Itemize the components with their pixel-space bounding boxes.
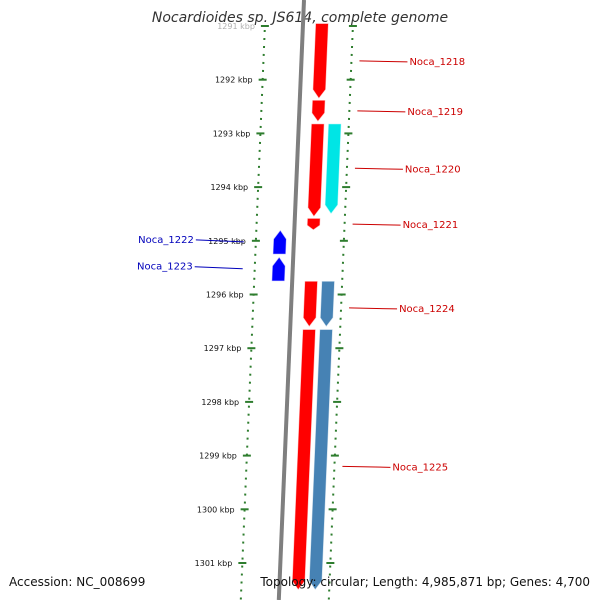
feature-label: Noca_1225 xyxy=(392,462,448,473)
feature-label: Noca_1219 xyxy=(407,107,463,118)
gene-arrow xyxy=(302,280,319,328)
feature-label: Noca_1221 xyxy=(403,220,459,231)
gene-arrow xyxy=(271,256,286,282)
gene-arrow xyxy=(311,99,326,123)
label-leader xyxy=(354,167,403,170)
gene-arrow xyxy=(324,123,342,215)
feature-label: Noca_1218 xyxy=(409,57,465,68)
ruler-tick-label: 1294 kbp xyxy=(210,183,248,192)
feature-label: Noca_1222 xyxy=(138,235,194,246)
ruler-tick-label: 1296 kbp xyxy=(206,291,244,300)
label-leader xyxy=(349,307,398,310)
ruler-tick-label: 1292 kbp xyxy=(215,76,253,85)
map-title: Nocardioides sp. JS614, complete genome xyxy=(151,10,449,26)
label-leader xyxy=(194,266,243,270)
label-leader xyxy=(352,223,401,226)
label-leader xyxy=(359,60,408,63)
gene-arrow xyxy=(308,328,334,591)
accession-text: Accession: NC_008699 xyxy=(9,575,146,589)
ruler-tick-label: 1293 kbp xyxy=(213,129,251,138)
ruler-track-left xyxy=(239,29,266,600)
feature-label: Noca_1220 xyxy=(405,164,461,175)
feature-label: Noca_1224 xyxy=(399,304,455,315)
label-leader xyxy=(195,239,244,243)
label-leader xyxy=(357,110,406,113)
gene-arrow xyxy=(272,229,287,255)
gene-arrow xyxy=(306,217,321,231)
label-leader xyxy=(342,465,391,468)
gene-arrow xyxy=(312,22,330,100)
ruler-tick-label: 1298 kbp xyxy=(201,398,239,407)
genome-backbone xyxy=(276,0,306,600)
topology-text: Topology: circular; Length: 4,985,871 bp… xyxy=(260,575,590,589)
gene-arrow xyxy=(307,123,325,218)
ruler-tick-label: 1291 kbp xyxy=(217,22,255,31)
feature-label: Noca_1223 xyxy=(137,262,193,273)
gene-arrow xyxy=(319,280,336,328)
gene-arrow xyxy=(291,328,317,591)
ruler-tick-label: 1299 kbp xyxy=(199,452,237,461)
ruler-tick-label: 1301 kbp xyxy=(195,559,233,568)
ruler-tick-label: 1300 kbp xyxy=(197,505,235,514)
ruler-tick-label: 1297 kbp xyxy=(204,344,242,353)
